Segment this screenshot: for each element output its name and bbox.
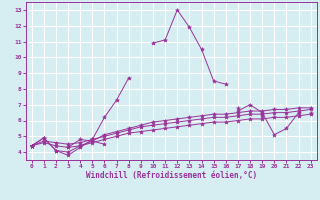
X-axis label: Windchill (Refroidissement éolien,°C): Windchill (Refroidissement éolien,°C) — [86, 171, 257, 180]
